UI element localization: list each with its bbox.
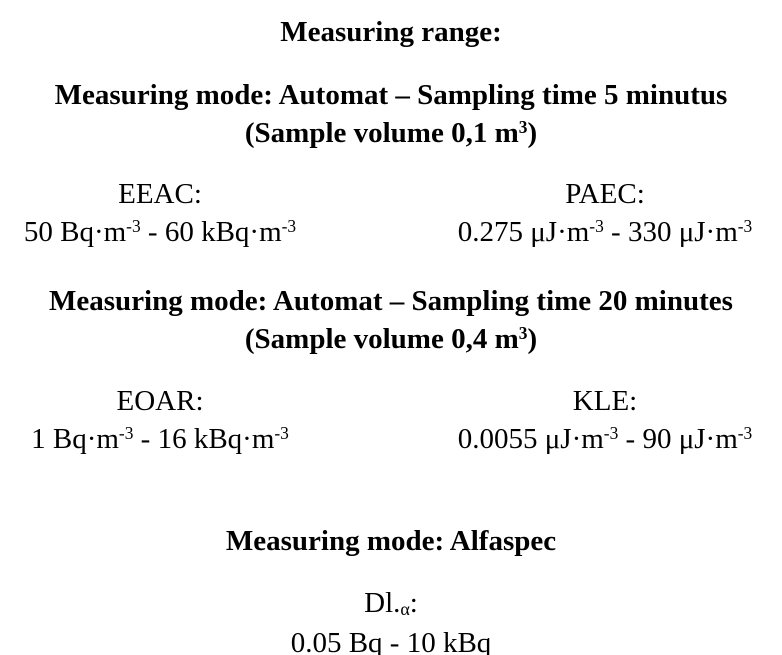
column-gap bbox=[320, 178, 430, 248]
eoar-label: EOAR: bbox=[116, 385, 204, 418]
section-1-heading-line: Measuring mode: Automat – Sampling time … bbox=[54, 79, 728, 111]
page-title: Measuring range: bbox=[280, 16, 502, 48]
section-2-heading: Measuring mode: Automat – Sampling time … bbox=[0, 285, 782, 355]
section-1-columns: EEAC: 50 Bq·m-3 - 60 kBq·m-3 PAEC: 0.275… bbox=[0, 178, 780, 248]
kle-label: KLE: bbox=[572, 385, 638, 418]
section-2-sample-volume: (Sample volume 0,4 m3) bbox=[244, 323, 538, 356]
section-2-left-column: EOAR: 1 Bq·m-3 - 16 kBq·m-3 bbox=[0, 385, 320, 455]
paec-range-value: 0.275 μJ·m-3 - 330 μJ·m-3 bbox=[457, 216, 753, 249]
section-1-sample-volume: (Sample volume 0,1 m3) bbox=[244, 117, 538, 150]
section-2-right-column: KLE: 0.0055 μJ·m-3 - 90 μJ·m-3 bbox=[430, 385, 780, 455]
section-1-heading: Measuring mode: Automat – Sampling time … bbox=[0, 79, 782, 149]
section-2-heading-line: Measuring mode: Automat – Sampling time … bbox=[49, 285, 733, 318]
eoar-range-value: 1 Bq·m-3 - 16 kBq·m-3 bbox=[31, 423, 289, 456]
dl-alpha-label: Dl.α: bbox=[364, 587, 418, 620]
section-2-columns: EOAR: 1 Bq·m-3 - 16 kBq·m-3 KLE: 0.0055 … bbox=[0, 385, 780, 455]
kle-range-value: 0.0055 μJ·m-3 - 90 μJ·m-3 bbox=[457, 423, 753, 456]
section-1-left-column: EEAC: 50 Bq·m-3 - 60 kBq·m-3 bbox=[0, 178, 320, 248]
paec-label: PAEC: bbox=[565, 178, 645, 211]
dl-alpha-range-value: 0.05 Bq - 10 kBq bbox=[290, 627, 492, 655]
eeac-label: EEAC: bbox=[118, 178, 202, 211]
column-gap bbox=[320, 385, 430, 455]
section-3-heading: Measuring mode: Alfaspec bbox=[225, 525, 557, 558]
section-1-right-column: PAEC: 0.275 μJ·m-3 - 330 μJ·m-3 bbox=[430, 178, 780, 248]
eeac-range-value: 50 Bq·m-3 - 60 kBq·m-3 bbox=[23, 216, 297, 249]
section-3-center-column: Dl.α: 0.05 Bq - 10 kBq bbox=[0, 586, 782, 655]
